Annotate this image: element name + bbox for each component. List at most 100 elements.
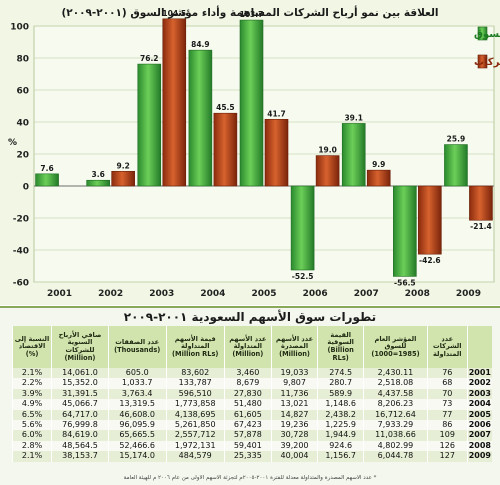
bar-index-return-2004 [189,50,212,186]
table-header-cell: النسبة إلى الاقتصاد (%) [13,326,52,368]
table-year-cell: 2002 [467,378,492,388]
table-cell: 127 [427,451,467,461]
y-tick-label: 100 [10,23,29,33]
table-cell: 2.1% [13,368,52,378]
table-row: 5.6% 76,999.8 96,095.9 5,261,850 67,423 19,23… [13,420,493,430]
table-cell: 9,807 [271,378,318,388]
data-label: -42.6 [419,256,441,265]
table-row: 2.8% 48,564.5 52,466.6 1,972,131 59,401 39,20… [13,441,493,451]
table-cell: 4,802.99 [364,441,428,451]
legend-label: ربحية مؤشر السوق [474,29,500,40]
table-footnote: * عدد الأسهم المصدرة والمتداولة معدلة لل… [8,475,492,481]
table-cell: 5.6% [13,420,52,430]
table-cell: 68 [427,378,467,388]
table-cell: 1,156.7 [318,451,364,461]
table-cell: 27,830 [224,389,271,399]
table-cell: 2,557,712 [166,430,224,440]
bar-profit-growth-2004 [214,113,237,186]
table-header-cell: صافي الأرباح السنوية للشركات (Million) [52,326,109,368]
table-cell: 77 [427,410,467,420]
table-cell: 2,518.08 [364,378,428,388]
data-label: 7.6 [40,164,53,173]
table-cell: 2.1% [13,451,52,461]
data-label: -56.5 [394,278,416,287]
table-cell: 61,605 [224,410,271,420]
y-tick-label: 40 [16,119,29,129]
table-cell: 52,466.6 [108,441,166,451]
table-cell: 4,138,695 [166,410,224,420]
table-cell: 1,944.9 [318,430,364,440]
x-tick-label: 2006 [303,289,328,299]
table-year-cell: 2006 [467,420,492,430]
table-title: تطورات سوق الأسهم السعودية ٢٠٠١-٢٠٠٩ [0,310,500,324]
table-cell: 76,999.8 [52,420,109,430]
table-cell: 2,430.11 [364,368,428,378]
market-stats-table: النسبة إلى الاقتصاد (%) صافي الأرباح السن… [12,326,492,462]
table-cell: 924.6 [318,441,364,451]
table-cell: 280.7 [318,378,364,388]
x-tick-label: 2005 [251,289,276,299]
data-label: 76.2 [140,54,159,63]
table-year-cell: 2004 [467,399,492,409]
table-year-cell: 2007 [467,430,492,440]
table-cell: 67,423 [224,420,271,430]
bar-index-return-2005 [240,20,263,186]
data-label: -21.4 [470,222,492,231]
table-cell: 3,763.4 [108,389,166,399]
table-cell: 126 [427,441,467,451]
table-year-cell: 2003 [467,389,492,399]
table-cell: 11,736 [271,389,318,399]
table-year-cell: 2001 [467,368,492,378]
table-cell: 96,095.9 [108,420,166,430]
bar-index-return-2008 [393,186,416,276]
table-cell: 4,437.58 [364,389,428,399]
table-header-cell: عدد الأسهم المصدرة (Million) [271,326,318,368]
y-tick-label: -60 [13,279,29,289]
data-label: 84.9 [191,40,210,49]
table-cell: 64,717.0 [52,410,109,420]
bar-index-return-2002 [87,180,110,186]
data-label: 25.9 [447,135,466,144]
table-cell: 8,679 [224,378,271,388]
data-label: 3.6 [92,170,105,179]
table-cell: 46,608.0 [108,410,166,420]
table-cell: 15,352.0 [52,378,109,388]
data-label: 103.7 [240,10,264,19]
table-cell: 14,827 [271,410,318,420]
table-cell: 6.0% [13,430,52,440]
table-cell: 589.9 [318,389,364,399]
table-header-cell [467,326,492,368]
bar-profit-growth-2003 [163,19,186,186]
table-cell: 39,200 [271,441,318,451]
data-label: 39.1 [344,113,363,122]
table-cell: 133,787 [166,378,224,388]
table-cell: 8,206.23 [364,399,428,409]
table-cell: 3,460 [224,368,271,378]
table-cell: 16,712.64 [364,410,428,420]
table-year-cell: 2005 [467,410,492,420]
table-cell: 4.9% [13,399,52,409]
table-cell: 1,773,858 [166,399,224,409]
bar-profit-growth-2002 [112,171,135,186]
table-cell: 2.8% [13,441,52,451]
y-tick-label: 0 [23,183,29,193]
table-cell: 596,510 [166,389,224,399]
table-cell: 45,066.7 [52,399,109,409]
data-label: 45.5 [216,103,235,112]
y-axis-label: % [8,138,17,148]
table-row: 4.9% 45,066.7 13,319.5 1,773,858 51,480 13,02… [13,399,493,409]
table-header-cell: عدد الشركات المتداولة [427,326,467,368]
y-tick-label: 80 [16,55,29,65]
bar-chart: العلاقة بين نمو أرباح الشركات المساهمة و… [0,0,500,305]
table-row: 2.1% 14,061.0 605.0 83,602 3,460 19,033 274.5 2… [13,368,493,378]
table-row: 2.1% 38,153.7 15,174.0 484,579 25,335 40,004 1… [13,451,493,461]
table-cell: 15,174.0 [108,451,166,461]
bar-profit-growth-2005 [265,119,288,186]
table-row: 6.5% 64,717.0 46,608.0 4,138,695 61,605 14,82… [13,410,493,420]
x-tick-label: 2003 [149,289,174,299]
table-cell: 19,033 [271,368,318,378]
table-cell: 5,261,850 [166,420,224,430]
data-label: 41.7 [267,109,286,118]
bar-index-return-2009 [444,145,467,186]
